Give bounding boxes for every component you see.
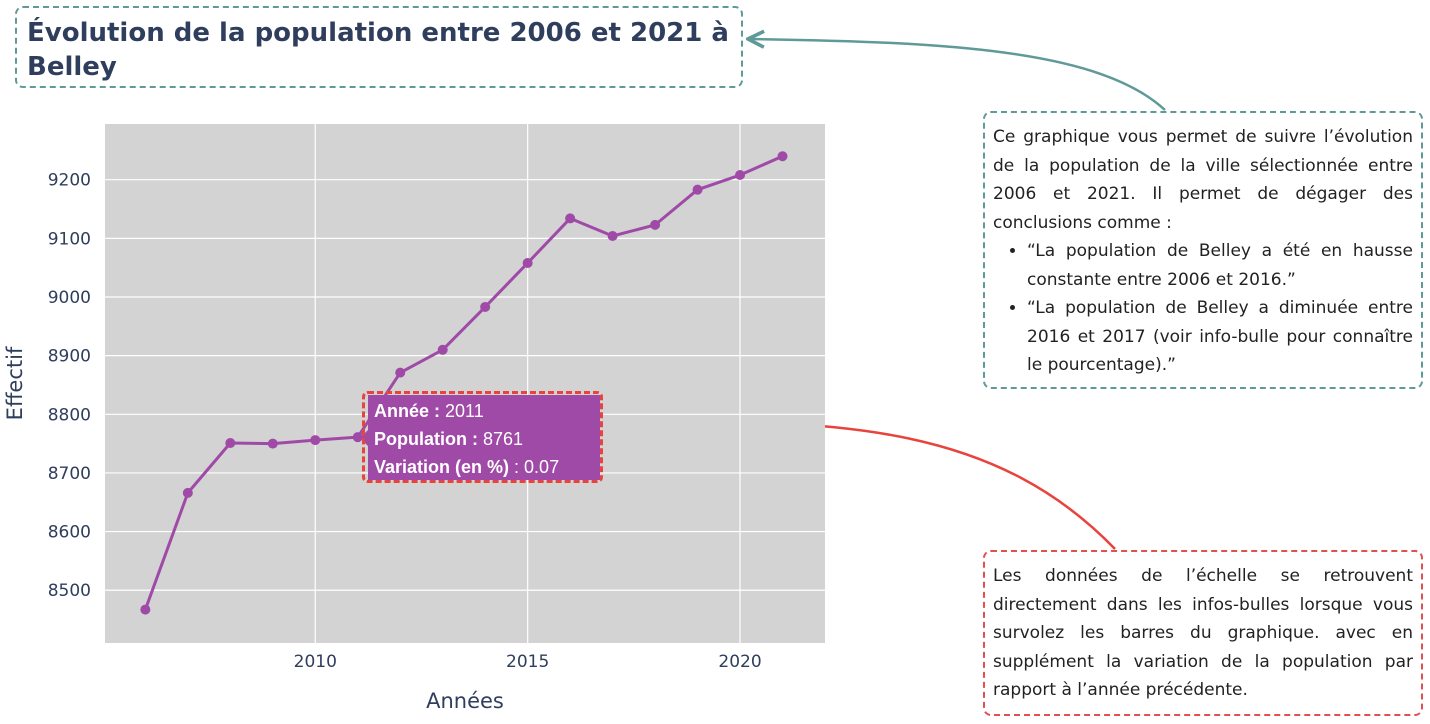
y-tick-label: 9100 xyxy=(48,229,91,249)
data-point[interactable] xyxy=(267,438,278,449)
grid-lines xyxy=(105,124,825,643)
data-point[interactable] xyxy=(310,435,321,446)
series-line xyxy=(143,154,784,611)
data-point[interactable] xyxy=(140,604,151,615)
tooltip-variation-label: Variation (en %) xyxy=(374,457,510,477)
series-population xyxy=(140,151,788,615)
y-axis-ticks: 8500 8600 8700 8800 8900 9000 9100 9200 xyxy=(48,171,91,602)
x-tick-label: 2015 xyxy=(506,652,549,672)
note-bullet: “La population de Belley a diminuée entr… xyxy=(1027,294,1413,380)
tooltip-variation-row: Variation (en %) : 0.07 xyxy=(374,453,594,481)
data-point[interactable] xyxy=(437,344,448,355)
y-tick-label: 9000 xyxy=(48,288,91,308)
data-point[interactable] xyxy=(395,367,406,378)
data-point[interactable] xyxy=(650,219,661,230)
tooltip-population-value: 8761 xyxy=(483,429,524,449)
x-tick-label: 2020 xyxy=(718,652,761,672)
arrow-to-title xyxy=(750,39,1166,111)
note-bullets: “La population de Belley a été en hausse… xyxy=(993,237,1413,380)
data-point[interactable] xyxy=(777,151,788,162)
x-tick-label: 2010 xyxy=(294,652,337,672)
y-tick-label: 8800 xyxy=(48,405,91,425)
data-point[interactable] xyxy=(607,231,618,242)
y-tick-label: 8500 xyxy=(48,581,91,601)
x-axis-ticks: 2010 2015 2020 xyxy=(294,652,762,672)
tooltip-note-text: Les données de l’échelle se retrouvent d… xyxy=(993,566,1413,700)
tooltip-note: Les données de l’échelle se retrouvent d… xyxy=(983,550,1423,716)
tooltip-highlight-frame xyxy=(362,391,603,483)
data-point[interactable] xyxy=(480,301,491,312)
tooltip-population-row: Population : 8761 xyxy=(374,425,594,453)
note-intro: Ce graphique vous permet de suivre l’évo… xyxy=(993,127,1413,233)
y-tick-label: 8900 xyxy=(48,347,91,367)
hover-tooltip: Année : 2011 Population : 8761 Variation… xyxy=(368,395,600,480)
tooltip-sep: : xyxy=(509,457,525,477)
y-tick-label: 9200 xyxy=(48,171,91,191)
y-tick-label: 8700 xyxy=(48,464,91,484)
tooltip-population-label: Population xyxy=(374,429,467,449)
y-tick-label: 8600 xyxy=(48,523,91,543)
title-box: Évolution de la population entre 2006 et… xyxy=(15,6,743,88)
tooltip-year-value: 2011 xyxy=(445,401,484,421)
tooltip-year-label: Année xyxy=(374,401,430,421)
data-point[interactable] xyxy=(735,170,746,181)
data-point[interactable] xyxy=(522,257,533,268)
x-axis-title: Années xyxy=(426,689,504,713)
tooltip-year-row: Année : 2011 xyxy=(374,397,594,425)
data-point[interactable] xyxy=(565,213,576,224)
data-point[interactable] xyxy=(692,184,703,195)
chart-title: Évolution de la population entre 2006 et… xyxy=(27,18,729,82)
explanation-note: Ce graphique vous permet de suivre l’évo… xyxy=(983,111,1423,389)
tooltip-sep: : xyxy=(429,401,446,421)
y-axis-title: Effectif xyxy=(3,346,27,420)
tooltip-variation-value: 0.07 xyxy=(524,457,560,477)
note-bullet: “La population de Belley a été en hausse… xyxy=(1027,237,1413,294)
data-point[interactable] xyxy=(225,438,236,449)
data-point[interactable] xyxy=(182,487,193,498)
plot-area xyxy=(105,124,825,643)
tooltip-sep: : xyxy=(467,429,483,449)
